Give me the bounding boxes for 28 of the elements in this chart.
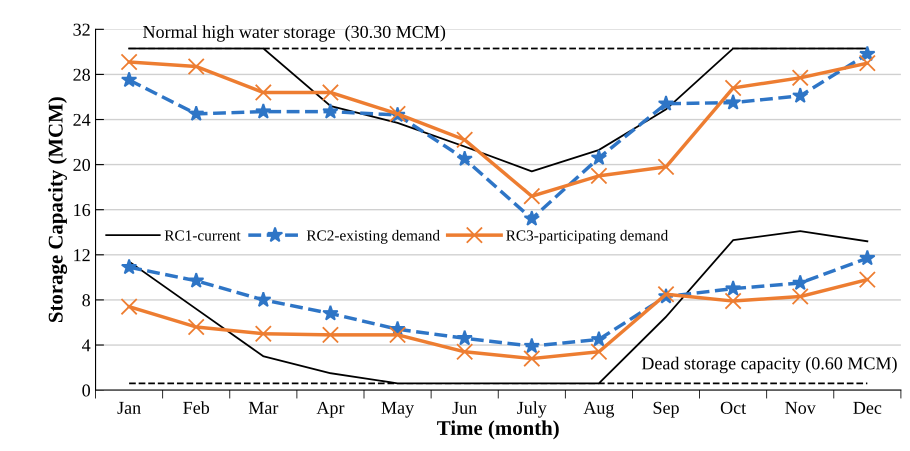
y-tick-label: 8	[82, 294, 90, 306]
legend-label: RC3-participating demand	[506, 230, 668, 244]
x-tick-label: Jun	[452, 402, 477, 414]
x-tick-label: July	[517, 401, 547, 418]
ref-line-label: Dead storage capacity (0.60 MCM)	[642, 356, 897, 374]
legend-label: RC1-current	[164, 230, 241, 241]
legend-label: RC2-existing demand	[306, 230, 440, 244]
x-tick-label: Dec	[853, 402, 882, 414]
x-tick-label: May	[382, 402, 414, 418]
y-tick-label: 0	[82, 384, 90, 397]
ref-line-label: Normal high water storage (30.30 MCM)	[143, 25, 446, 42]
x-tick-label: Feb	[183, 401, 210, 414]
x-tick-label: Mar	[248, 402, 278, 414]
y-axis-title: Storage Capacity (MCM)	[48, 97, 68, 322]
y-tick-label: 32	[73, 24, 90, 36]
x-tick-label: Aug	[584, 402, 614, 418]
x-tick-label: Sep	[654, 402, 679, 418]
x-axis-title: Time (month)	[437, 420, 559, 440]
x-tick-label: Apr	[316, 402, 344, 418]
y-tick-label: 16	[74, 204, 90, 216]
y-tick-label: 4	[82, 339, 90, 352]
x-tick-label: Oct	[720, 402, 746, 414]
x-tick-label: Nov	[785, 402, 816, 414]
y-tick-label: 28	[73, 68, 90, 81]
y-tick-label: 12	[74, 249, 90, 262]
x-tick-label: Jan	[117, 402, 141, 414]
y-tick-label: 20	[73, 158, 90, 172]
y-tick-label: 24	[73, 114, 90, 126]
